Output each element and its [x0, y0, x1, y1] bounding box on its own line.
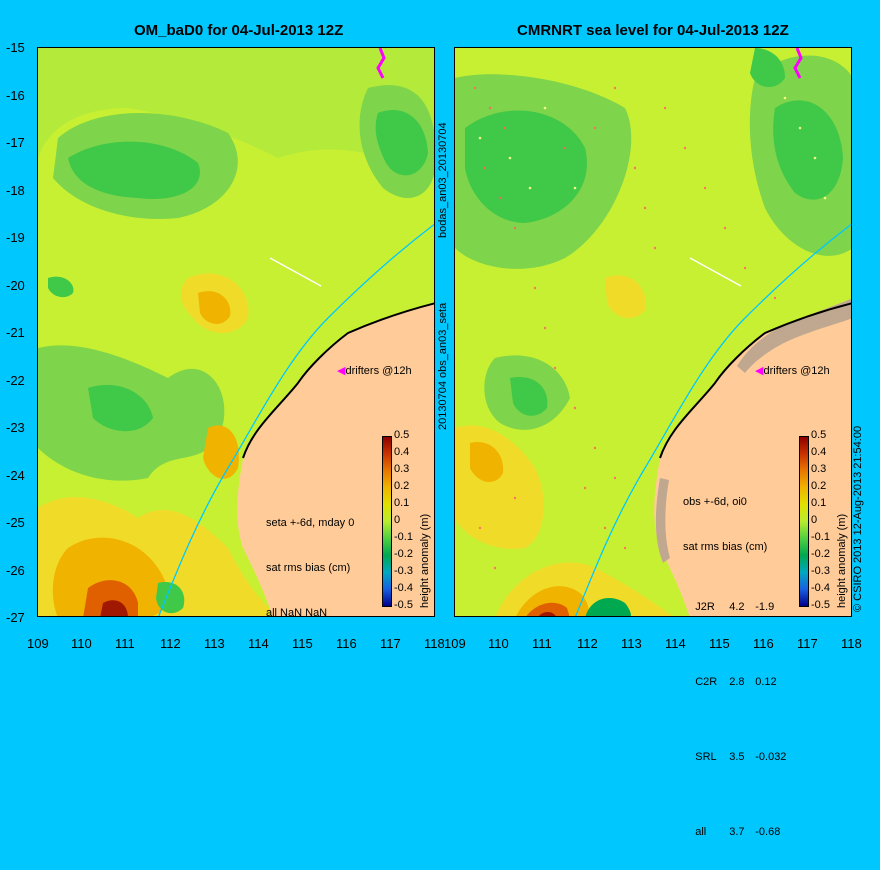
- colorbar-tick: 0.1: [811, 497, 827, 509]
- x-tick: 115: [709, 636, 730, 651]
- colorbar-label: height anomaly (m): [419, 513, 431, 608]
- colorbar-tick: 0.2: [811, 480, 827, 492]
- x-tick: 109: [27, 636, 49, 651]
- left-info-line: seta +-6d, mday 0: [266, 517, 355, 529]
- left-drifter-legend: ◀drifters @12h: [337, 364, 412, 377]
- colorbar-tick: -0.3: [394, 565, 413, 577]
- sat-rms: 3.7: [729, 826, 745, 838]
- x-tick: 111: [115, 636, 135, 651]
- colorbar-tick: 0: [811, 514, 818, 526]
- x-tick: 114: [665, 636, 686, 651]
- y-tick: -21: [6, 325, 25, 340]
- y-tick: -27: [6, 610, 25, 625]
- sat-bias: -0.68: [755, 826, 781, 838]
- y-tick: -22: [6, 373, 25, 388]
- x-tick: 112: [160, 636, 181, 651]
- x-tick: 114: [248, 636, 269, 651]
- y-tick: -26: [6, 563, 25, 578]
- sat-bias: -1.9: [755, 601, 775, 613]
- colorbar-tick: -0.5: [394, 599, 413, 611]
- x-tick: 116: [336, 636, 357, 651]
- right-info-box: obs +-6d, oi0 sat rms bias (cm) J2R 4.2 -1…: [683, 465, 786, 870]
- right-info-row: C2R 2.8 0.12: [683, 660, 786, 705]
- colorbar-tick: 0.4: [394, 446, 410, 458]
- y-tick: -18: [6, 183, 25, 198]
- colorbar-label: height anomaly (m): [836, 513, 848, 608]
- sat-name: all: [695, 826, 707, 838]
- sat-bias: 0.12: [755, 676, 777, 688]
- colorbar-tick: 0.5: [394, 429, 410, 441]
- colorbar-tick: 0.3: [811, 463, 827, 475]
- colorbar-tick: -0.5: [811, 599, 830, 611]
- obs-id-label: 20130704 obs_an03_seta: [437, 302, 449, 430]
- x-tick: 110: [71, 636, 92, 651]
- left-panel-title: OM_baD0 for 04-Jul-2013 12Z: [134, 22, 344, 39]
- y-tick: -24: [6, 468, 25, 483]
- observation-dots-yellow: [478, 96, 827, 200]
- x-tick: 109: [444, 636, 466, 651]
- x-tick: 118: [841, 636, 862, 651]
- sat-rms: 2.8: [729, 676, 745, 688]
- left-info-box: seta +-6d, mday 0 sat rms bias (cm) all …: [266, 486, 354, 636]
- x-tick: 111: [532, 636, 552, 651]
- colorbar-tick: -0.1: [811, 531, 830, 543]
- colorbar-tick: -0.3: [811, 565, 830, 577]
- y-tick: -19: [6, 230, 25, 245]
- x-tick: 116: [753, 636, 774, 651]
- copyright-label: © CSIRO 2013 12-Aug-2013 21:54:00: [852, 425, 864, 612]
- left-info-line: sat rms bias (cm): [266, 562, 351, 574]
- y-tick: -23: [6, 420, 25, 435]
- right-map-graphic: [455, 48, 851, 616]
- observation-dots: [473, 86, 777, 570]
- right-info-header: sat rms bias (cm): [683, 541, 768, 553]
- drifter-arrow-icon: ◀: [755, 365, 764, 377]
- sat-rms: 4.2: [729, 601, 745, 613]
- x-tick: 113: [621, 636, 642, 651]
- right-map: [454, 47, 852, 617]
- sat-name: SRL: [695, 751, 717, 763]
- y-tick: -16: [6, 88, 25, 103]
- run-id-label: bodas_an03_20130704: [437, 122, 449, 238]
- sat-name: C2R: [695, 676, 718, 688]
- x-tick: 110: [488, 636, 509, 651]
- left-colorbar: [382, 436, 392, 607]
- sat-name: J2R: [695, 601, 715, 613]
- colorbar-tick: 0: [394, 514, 401, 526]
- y-tick: -20: [6, 278, 25, 293]
- right-drifter-legend: ◀drifters @12h: [755, 364, 830, 377]
- x-tick: 112: [577, 636, 598, 651]
- y-tick: -15: [6, 40, 25, 55]
- colorbar-tick: 0.1: [394, 497, 410, 509]
- x-tick: 113: [204, 636, 225, 651]
- colorbar-tick: -0.2: [394, 548, 413, 560]
- right-info-row: SRL 3.5 -0.032: [683, 735, 786, 780]
- colorbar-tick: -0.4: [394, 582, 413, 594]
- x-tick: 117: [797, 636, 818, 651]
- sat-rms: 3.5: [729, 751, 745, 763]
- y-tick: -25: [6, 515, 25, 530]
- left-info-line: all NaN NaN: [266, 607, 328, 619]
- x-tick: 118: [424, 636, 445, 651]
- right-info-row: J2R 4.2 -1.9: [683, 585, 786, 630]
- right-colorbar: [799, 436, 809, 607]
- colorbar-tick: -0.4: [811, 582, 830, 594]
- drifter-label: drifters @12h: [345, 365, 412, 377]
- left-map-graphic: [38, 48, 434, 616]
- colorbar-tick: 0.5: [811, 429, 827, 441]
- right-panel-title: CMRNRT sea level for 04-Jul-2013 12Z: [517, 22, 789, 39]
- colorbar-tick: 0.2: [394, 480, 410, 492]
- x-tick: 115: [292, 636, 313, 651]
- y-tick: -17: [6, 135, 25, 150]
- colorbar-tick: 0.4: [811, 446, 827, 458]
- colorbar-tick: 0.3: [394, 463, 410, 475]
- left-map: [37, 47, 435, 617]
- drifter-label: drifters @12h: [763, 365, 830, 377]
- sat-bias: -0.032: [755, 751, 787, 763]
- drifter-arrow-icon: ◀: [337, 365, 346, 377]
- colorbar-tick: -0.2: [811, 548, 830, 560]
- colorbar-tick: -0.1: [394, 531, 413, 543]
- right-info-row: all 3.7 -0.68: [683, 810, 786, 855]
- right-info-header: obs +-6d, oi0: [683, 496, 747, 508]
- x-tick: 117: [380, 636, 401, 651]
